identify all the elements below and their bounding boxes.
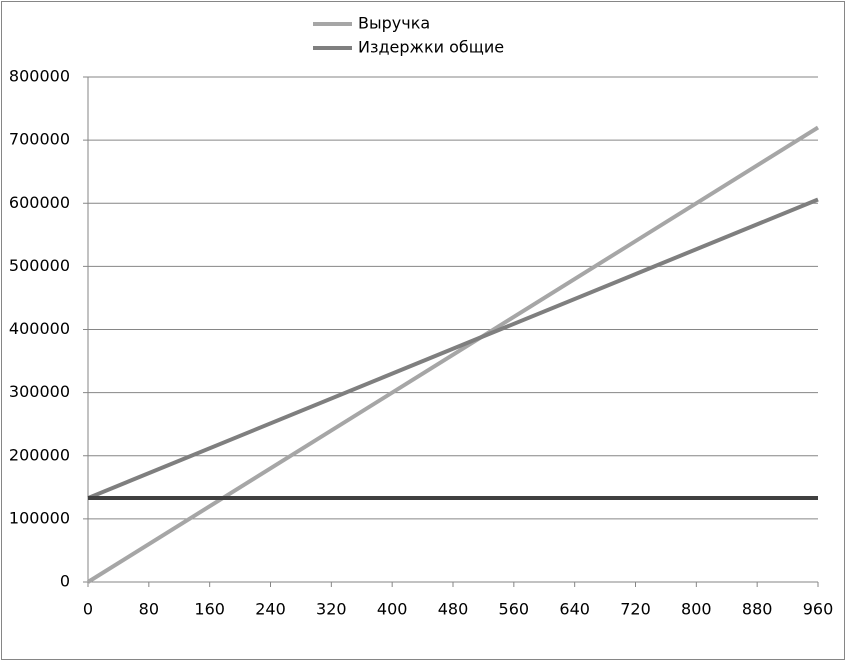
y-tick-label: 100000	[9, 508, 70, 527]
y-tick-label: 400000	[9, 319, 70, 338]
y-tick-label: 700000	[9, 130, 70, 149]
x-tick-label: 640	[559, 600, 590, 619]
x-tick-label: 320	[316, 600, 347, 619]
y-tick-label: 300000	[9, 382, 70, 401]
x-tick-label: 800	[681, 600, 712, 619]
y-tick-label: 600000	[9, 193, 70, 212]
x-tick-label: 480	[438, 600, 469, 619]
x-tick-label: 880	[742, 600, 773, 619]
x-tick-label: 0	[83, 600, 93, 619]
y-tick-label: 200000	[9, 445, 70, 464]
legend-label: Издержки общие	[358, 38, 504, 57]
x-tick-label: 720	[620, 600, 651, 619]
y-tick-label: 500000	[9, 256, 70, 275]
series-line	[86, 125, 820, 584]
x-tick-label: 400	[377, 600, 408, 619]
x-tick-label: 560	[499, 600, 530, 619]
x-tick-label: 240	[255, 600, 286, 619]
legend-label: Выручка	[358, 14, 430, 33]
y-tick-label: 0	[60, 572, 70, 591]
x-tick-label: 80	[139, 600, 159, 619]
x-tick-label: 960	[803, 600, 834, 619]
x-tick-label: 160	[194, 600, 225, 619]
y-tick-label: 800000	[9, 67, 70, 86]
series-line	[87, 197, 819, 500]
